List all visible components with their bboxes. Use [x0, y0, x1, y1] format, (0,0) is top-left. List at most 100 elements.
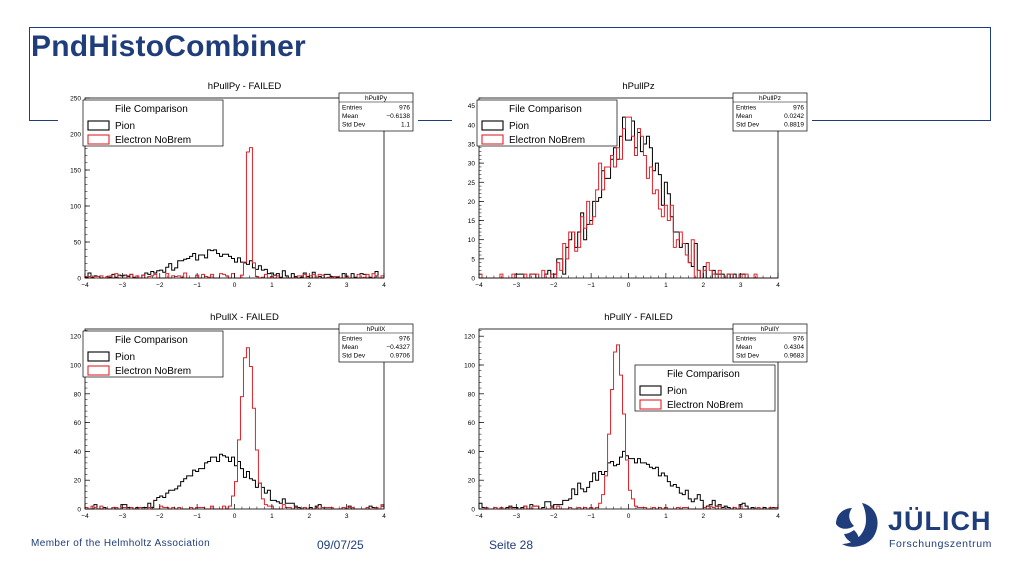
x-tick-label: −2	[156, 513, 164, 520]
x-tick-label: −3	[119, 282, 127, 289]
legend: File Comparison Pion Electron NoBrem	[634, 364, 776, 412]
x-tick-label: 0	[233, 282, 237, 289]
y-tick-label: 0	[471, 276, 475, 283]
y-tick-label: 120	[464, 334, 475, 341]
x-tick-label: 3	[345, 513, 349, 520]
x-tick-label: −1	[193, 513, 201, 520]
footer-date: 09/07/25	[317, 538, 364, 552]
legend-title: File Comparison	[115, 104, 188, 115]
stats-value: 0.4304	[784, 344, 804, 351]
plot-title: hPullPy - FAILED	[208, 81, 282, 92]
x-tick-label: −2	[550, 513, 558, 520]
stats-frame	[732, 92, 808, 132]
y-tick-label: 120	[70, 334, 81, 341]
x-tick-label: 2	[701, 282, 705, 289]
x-tick-label: −4	[81, 282, 89, 289]
y-tick-label: 10	[468, 237, 476, 244]
y-tick-label: 100	[70, 363, 81, 370]
histogram-hpullpy: hPullPy - FAILED −4 −3 −2 −1 0 1 2 3 4 0 50 100 150 20…	[70, 81, 414, 289]
stats-label: Entries	[736, 105, 757, 112]
legend-swatch-pion	[87, 351, 110, 362]
stats-name: hPullY	[761, 326, 780, 333]
plot-title: hPullY - FAILED	[604, 312, 673, 323]
logo-subtitle: Forschungszentrum	[889, 538, 992, 550]
histogram-hpully: hPullY - FAILED−4 −3 −2 −1 0 1 2 3 4020406080100…	[464, 312, 808, 520]
x-tick-label: 0	[627, 513, 631, 520]
x-tick-label: 2	[307, 282, 311, 289]
y-tick-label: 80	[74, 391, 82, 398]
juelich-logo-icon	[836, 503, 878, 547]
plot-panel-hpullpy: hPullPy - FAILED −4 −3 −2 −1 0 1 2 3 4 0 50 100 150 20…	[58, 76, 418, 301]
x-tick-label: −3	[119, 513, 127, 520]
stats-name: hPullPy	[365, 95, 388, 102]
legend-frame	[476, 99, 618, 147]
y-tick-label: 35	[468, 141, 476, 148]
plot-panel-hpullpz: hPullPz −4 −3 −2 −1 0 1 2 3 4 0 5 10 15 20 25 30 35 40 45 hP…	[452, 76, 812, 301]
stats-value: 976	[793, 105, 804, 112]
legend-entry-label: Pion	[115, 121, 135, 132]
x-tick-label: −1	[587, 513, 595, 520]
legend-frame	[82, 99, 224, 147]
stats-label: Entries	[736, 336, 757, 343]
x-tick-label: −1	[193, 282, 201, 289]
stats-label: Std Dev	[736, 353, 760, 360]
stats-frame	[732, 323, 808, 363]
stats-value: 976	[793, 336, 804, 343]
histogram-series-electron	[478, 116, 778, 279]
plot-panel-hpully: hPullY - FAILED −4 −3 −2 −1 0 1 2 3 4 0 20 40 60 80 100…	[452, 307, 812, 532]
stats-label: Entries	[342, 105, 363, 112]
legend-swatch-pion	[87, 120, 110, 131]
stats-label: Mean	[342, 113, 359, 120]
x-tick-label: 4	[776, 513, 780, 520]
legend-title: File Comparison	[509, 104, 582, 115]
x-tick-label: −4	[475, 282, 483, 289]
juelich-logo: JÜLICH Forschungszentrum	[832, 500, 1002, 552]
stats-frame	[338, 92, 414, 132]
x-tick-label: 1	[270, 282, 274, 289]
slide-title: PndHistoCombiner	[31, 30, 306, 63]
stats-frame	[338, 323, 414, 363]
y-tick-label: 80	[468, 391, 476, 398]
legend-entry-label: Pion	[115, 352, 135, 363]
stats-box: hPullX Entries 976 Mean −0.4327 Std Dev 0.9706	[338, 323, 414, 363]
y-tick-label: 30	[468, 161, 476, 168]
x-tick-label: 2	[701, 513, 705, 520]
legend-entry-label: Electron NoBrem	[115, 135, 191, 146]
x-tick-label: −3	[513, 282, 521, 289]
legend-entry-label: Pion	[509, 121, 529, 132]
x-tick-label: 1	[664, 282, 668, 289]
logo-name: JÜLICH	[888, 506, 992, 536]
x-tick-label: 4	[382, 282, 386, 289]
legend: File Comparison Pion Electron NoBrem	[82, 99, 224, 147]
stats-label: Std Dev	[342, 353, 366, 360]
histogram-series-electron	[84, 347, 385, 510]
x-tick-label: 4	[776, 282, 780, 289]
legend-swatch-electron	[639, 399, 662, 410]
stats-value: 0.8819	[784, 122, 804, 129]
histogram-series-pion	[478, 450, 778, 510]
stats-value: 976	[399, 105, 410, 112]
y-tick-label: 40	[74, 449, 82, 456]
y-tick-label: 250	[70, 96, 81, 103]
x-tick-label: −1	[587, 282, 595, 289]
x-tick-label: 2	[307, 513, 311, 520]
y-tick-label: 40	[468, 449, 476, 456]
x-tick-label: −4	[81, 513, 89, 520]
legend-swatch-electron	[87, 365, 110, 376]
legend-frame	[634, 364, 776, 412]
plot-title: hPullX - FAILED	[210, 312, 279, 323]
y-tick-label: 200	[70, 132, 81, 139]
stats-label: Mean	[736, 344, 753, 351]
histogram-hpullpz: hPullPz−4 −3 −2 −1 0 1 2 3 4051015202530354045hP…	[468, 81, 808, 289]
stats-value: 0.9683	[784, 353, 804, 360]
stats-label: Std Dev	[736, 122, 760, 129]
y-tick-label: 20	[74, 478, 82, 485]
histogram-hpullx: hPullX - FAILED−4 −3 −2 −1 0 1 2 3 4020406080100…	[70, 312, 414, 520]
plot-title: hPullPz	[622, 81, 654, 92]
y-tick-label: 20	[468, 478, 476, 485]
legend-entry-label: Electron NoBrem	[667, 400, 743, 411]
y-tick-label: 40	[468, 122, 476, 129]
x-tick-label: 1	[664, 513, 668, 520]
